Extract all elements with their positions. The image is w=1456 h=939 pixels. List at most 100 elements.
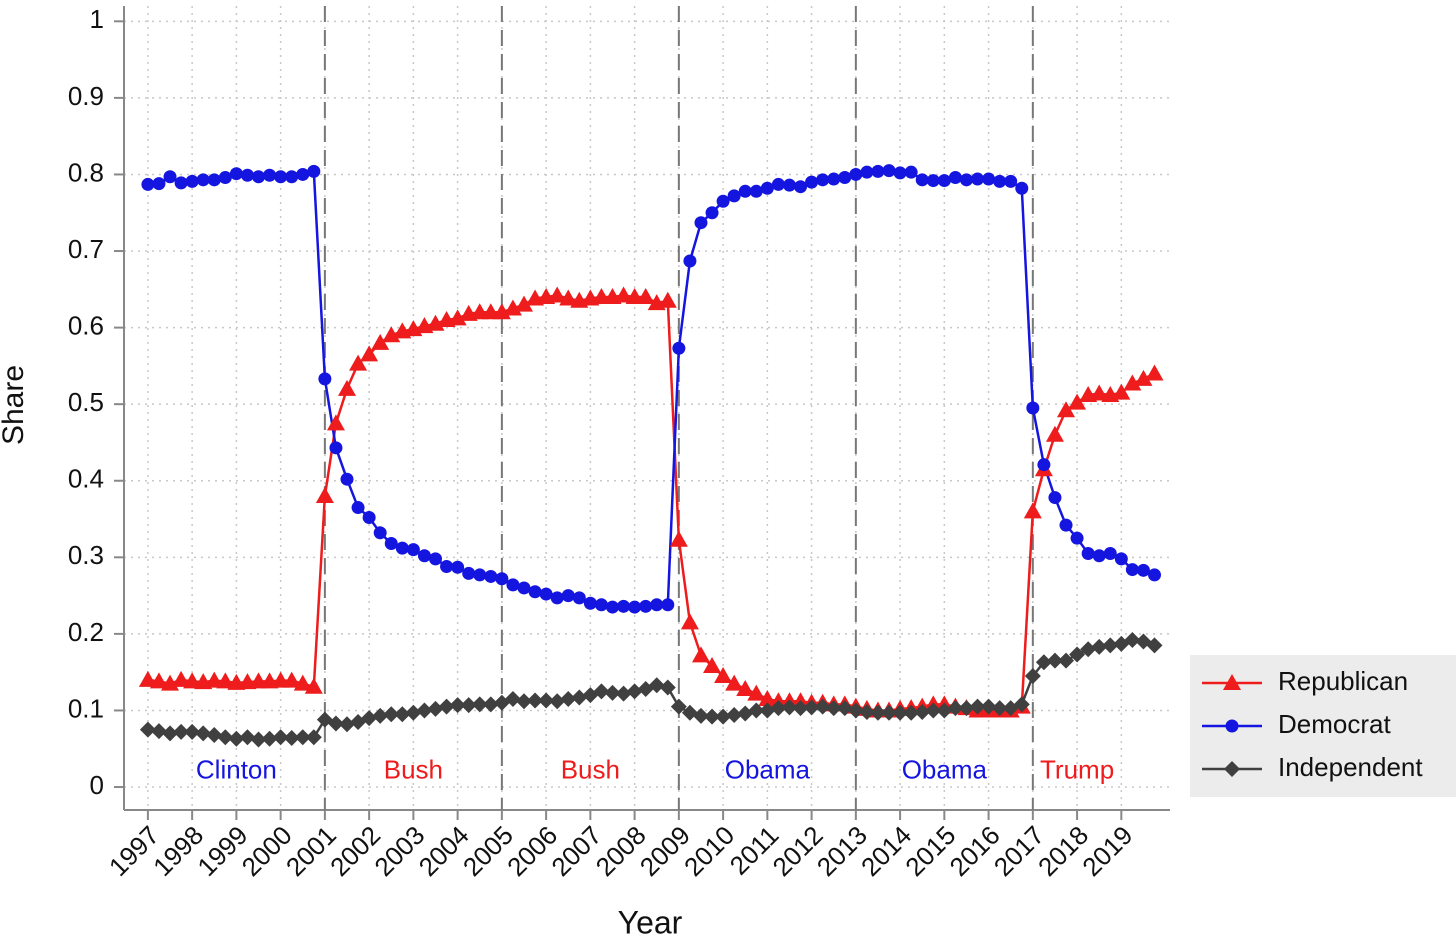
marker (560, 690, 577, 707)
marker (958, 700, 975, 717)
marker (372, 707, 389, 724)
marker (882, 164, 896, 178)
marker (139, 721, 156, 738)
marker (1081, 546, 1095, 560)
marker (803, 699, 820, 716)
marker (937, 174, 951, 188)
y-tick-label: 0 (90, 770, 104, 800)
marker (373, 526, 387, 540)
marker (1015, 181, 1029, 195)
marker (318, 372, 332, 386)
marker (1223, 674, 1241, 690)
legend-label: Independent (1278, 752, 1423, 782)
marker (184, 723, 201, 740)
marker (329, 441, 343, 455)
marker (747, 684, 766, 701)
marker (860, 165, 874, 179)
marker (1059, 518, 1073, 532)
y-tick-label: 0.5 (68, 387, 104, 417)
marker (736, 680, 755, 697)
annotation: Obama (902, 755, 988, 785)
y-tick-label: 0.9 (68, 81, 104, 111)
marker (1057, 401, 1076, 418)
marker (327, 715, 344, 732)
marker (670, 698, 687, 715)
marker (703, 657, 722, 674)
marker (669, 530, 688, 547)
marker (925, 702, 942, 719)
marker (138, 670, 157, 687)
marker (571, 689, 588, 706)
marker (252, 170, 266, 184)
marker (716, 194, 730, 208)
marker (206, 726, 223, 743)
marker (814, 698, 831, 715)
marker (1026, 401, 1040, 415)
marker (694, 216, 708, 230)
marker (1013, 696, 1030, 713)
marker (216, 672, 235, 689)
marker (781, 699, 798, 716)
marker (149, 672, 168, 689)
marker (1134, 369, 1153, 386)
marker (351, 501, 365, 515)
marker (827, 172, 841, 186)
marker (196, 173, 210, 187)
legend-label: Republican (1278, 666, 1408, 696)
marker (296, 167, 310, 181)
marker (1048, 491, 1062, 505)
marker (473, 568, 487, 582)
marker (152, 177, 166, 191)
y-tick-label: 0.3 (68, 540, 104, 570)
marker (395, 541, 409, 555)
annotation: Bush (561, 755, 620, 785)
marker (448, 309, 467, 326)
annotation: Bush (384, 755, 443, 785)
marker (340, 472, 354, 486)
marker (229, 167, 243, 181)
marker (838, 171, 852, 185)
marker (980, 698, 997, 715)
marker (517, 581, 531, 595)
marker (417, 549, 431, 563)
marker (528, 585, 542, 599)
marker (1046, 652, 1063, 669)
y-tick-label: 0.7 (68, 234, 104, 264)
marker (849, 167, 863, 181)
annotation: Obama (725, 755, 811, 785)
marker (572, 591, 586, 605)
marker (836, 700, 853, 717)
marker (141, 177, 155, 191)
marker (173, 723, 190, 740)
marker (726, 707, 743, 724)
marker (858, 703, 875, 720)
y-tick-label: 0.2 (68, 617, 104, 647)
marker (947, 700, 964, 717)
marker (614, 286, 633, 303)
y-tick-label: 0.4 (68, 464, 104, 494)
marker (438, 698, 455, 715)
marker (527, 692, 544, 709)
marker (748, 702, 765, 719)
marker (484, 569, 498, 583)
marker (1068, 393, 1087, 410)
marker (1112, 383, 1131, 400)
marker (1024, 668, 1041, 684)
series-line (147, 294, 1156, 712)
marker (714, 667, 733, 683)
marker (1092, 549, 1106, 563)
marker (792, 700, 809, 717)
marker (163, 170, 177, 184)
marker (240, 168, 254, 182)
marker (440, 560, 454, 574)
marker (1069, 646, 1086, 663)
marker (293, 674, 312, 691)
marker (1091, 638, 1108, 655)
marker (339, 716, 356, 733)
marker (727, 189, 741, 203)
marker (338, 379, 357, 396)
marker (805, 175, 819, 189)
marker (183, 672, 202, 689)
marker (307, 164, 321, 178)
marker (583, 596, 597, 610)
